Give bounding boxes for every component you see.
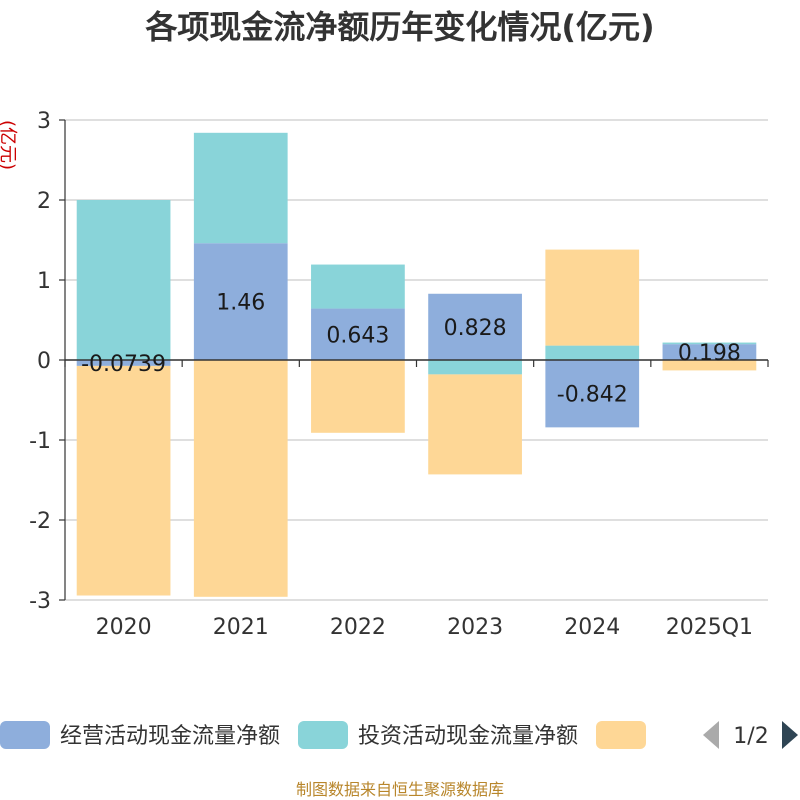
x-tick-label: 2022 [330,615,386,640]
y-tick-label: -3 [29,589,51,614]
bars [76,132,757,597]
y-tick-label: -1 [29,429,51,454]
legend-swatch-1[interactable] [0,721,50,749]
bar-series3-2024 [545,249,640,346]
bar-series3-2021 [193,360,288,597]
bar-series1-2024 [545,360,640,428]
y-axis-label: (亿元) [0,120,18,170]
bar-series3-2022 [311,360,405,433]
legend-label-2[interactable]: 投资活动现金流量净额 [358,724,578,749]
bar-series2-2020 [76,200,171,360]
bar-series1-2025Q1 [662,344,757,360]
axes: -3 -2 -1 0 1 2 3 2020 2021 2022 2023 2024 2025Q1 [29,109,769,640]
bar-series2-2022 [311,264,405,309]
legend-swatch-2[interactable] [298,721,348,749]
y-tick-label: 0 [37,349,51,374]
chart-title: 各项现金流净额历年变化情况(亿元) [145,8,654,46]
data-label-2025Q1: 0.198 [678,341,741,366]
bar-series1-2021 [193,243,288,360]
y-tick-label: 1 [37,269,51,294]
source-note: 制图数据来自恒生聚源数据库 [296,780,504,799]
bar-series3-2023 [428,374,522,475]
x-tick-label: 2020 [96,615,152,640]
bar-series2-2021 [193,132,288,244]
legend-swatch-3[interactable] [596,721,646,749]
bar-series1-2020 [76,360,171,366]
bar-series3-2020 [76,365,171,596]
data-label-2022: 0.643 [326,323,389,348]
bar-series3-2025Q1 [662,360,757,371]
x-tick-label: 2021 [213,615,269,640]
data-label-2020: -0.0739 [81,352,166,377]
x-tick-label: 2025Q1 [666,615,753,640]
legend-prev-icon[interactable] [703,721,719,749]
bar-series2-2025Q1 [662,342,757,345]
legend-next-icon[interactable] [782,721,798,749]
x-tick-label: 2024 [564,615,620,640]
data-label-2024: -0.842 [557,383,628,408]
legend: 经营活动现金流量净额 投资活动现金流量净额 1/2 [0,721,798,749]
y-tick-label: 3 [37,109,51,134]
legend-label-1[interactable]: 经营活动现金流量净额 [60,724,280,749]
bar-series2-2023 [428,360,522,375]
data-labels: -0.0739 1.46 0.643 0.828 -0.842 0.198 [81,291,741,408]
y-tick-label: -2 [29,509,51,534]
bar-series1-2023 [428,293,522,360]
data-label-2021: 1.46 [216,291,265,316]
x-tick-label: 2023 [447,615,503,640]
bar-series1-2022 [311,308,405,360]
y-tick-label: 2 [37,189,51,214]
legend-page-indicator: 1/2 [733,724,768,749]
data-label-2023: 0.828 [444,316,507,341]
bar-series2-2024 [545,345,640,360]
